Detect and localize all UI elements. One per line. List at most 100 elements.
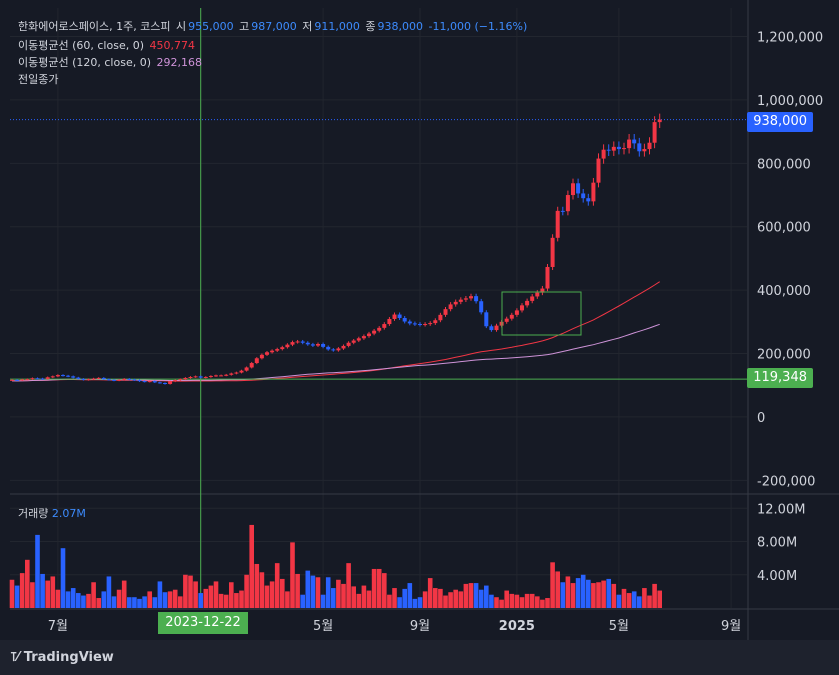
volume-bar <box>45 580 50 608</box>
volume-bar <box>621 588 627 608</box>
candle <box>581 193 586 199</box>
volume-bar <box>412 598 418 608</box>
volume-bar <box>60 548 66 608</box>
symbol-title: 한화에어로스페이스, 1주, 코스피 <box>18 20 171 33</box>
price-tick-label: 800,000 <box>757 157 811 172</box>
volume-bar <box>269 581 275 608</box>
candle <box>647 142 652 150</box>
volume-bar <box>448 592 453 608</box>
volume-bar <box>387 594 392 608</box>
candle <box>259 354 264 359</box>
volume-bar <box>560 582 566 608</box>
prev-close-name: 전일종가 <box>18 73 59 86</box>
highlight-box <box>501 291 582 336</box>
candle <box>474 296 479 302</box>
ma120-legend[interactable]: 이동평균선 (120, close, 0) 292,168 <box>18 54 204 70</box>
candle <box>377 327 382 331</box>
candle <box>106 379 111 381</box>
volume-bar <box>642 588 647 608</box>
volume-bar <box>111 596 117 608</box>
volume-bar <box>19 573 25 608</box>
candle <box>586 198 591 202</box>
candle <box>601 149 606 159</box>
volume-bar <box>65 591 71 608</box>
candle <box>81 378 86 380</box>
candle <box>560 210 565 212</box>
volume-bar <box>550 562 555 608</box>
candle <box>565 195 570 212</box>
candle <box>438 314 443 321</box>
candle <box>387 318 392 325</box>
candle <box>372 330 377 334</box>
volume-bar <box>285 591 290 608</box>
candle <box>173 380 178 382</box>
candle <box>15 379 20 381</box>
ma60-line <box>11 281 660 382</box>
candle <box>178 379 183 381</box>
candle <box>117 379 122 381</box>
candle <box>55 375 60 377</box>
volume-bar <box>198 593 203 608</box>
candle <box>336 348 341 351</box>
volume-bar <box>76 593 81 608</box>
volume-bar <box>580 574 586 608</box>
candle <box>463 298 468 300</box>
volume-bar <box>422 591 428 608</box>
volume-bar <box>427 578 433 608</box>
volume-bar <box>40 573 45 608</box>
volume-bar <box>555 571 560 608</box>
volume-tick-label: 12.00M <box>757 502 805 517</box>
price-tick-label: 600,000 <box>757 221 811 236</box>
candle <box>616 146 621 150</box>
volume-bar <box>499 599 504 608</box>
candle <box>530 296 535 301</box>
candle <box>555 210 560 238</box>
prev-close-legend[interactable]: 전일종가 <box>18 71 60 87</box>
ma120-line <box>11 323 660 382</box>
candle <box>346 342 351 346</box>
volume-bar <box>50 576 56 608</box>
candle <box>142 381 147 383</box>
volume-bar <box>142 596 147 608</box>
volume-bar <box>438 588 443 608</box>
candle <box>168 381 173 384</box>
tradingview-logo[interactable]: ⊺⁄ TradingView <box>10 650 114 665</box>
chart[interactable]: 1,200,000 1,000,000 800,000 600,000 400,000 2… <box>0 0 839 640</box>
candle <box>147 381 152 383</box>
candle <box>86 379 91 381</box>
brand-name: TradingView <box>23 650 114 665</box>
volume-bar <box>397 597 402 608</box>
candle <box>351 340 356 343</box>
volume-bar <box>351 586 356 608</box>
volume-bar <box>81 595 86 608</box>
volume-bar <box>259 572 265 608</box>
ma60-legend[interactable]: 이동평균선 (60, close, 0) 450,774 <box>18 37 197 53</box>
volume-bar <box>463 583 469 608</box>
low-label: 저 <box>302 20 313 33</box>
candle <box>520 305 524 311</box>
candle <box>361 336 366 339</box>
prev-close-tag: 119,348 <box>747 368 813 388</box>
candle <box>402 318 407 322</box>
volume-bar <box>478 589 484 608</box>
volume-bar <box>331 588 336 608</box>
volume-bar <box>631 591 637 608</box>
candle <box>50 376 55 378</box>
time-tick-label: 5월 <box>609 619 629 634</box>
ma120-name: 이동평균선 (120, close, 0) <box>18 56 151 69</box>
volume-bar <box>106 576 112 608</box>
price-tick-label: 400,000 <box>757 284 811 299</box>
volume-bar <box>382 573 387 608</box>
candle <box>285 344 290 348</box>
volume-bar <box>535 596 540 608</box>
candle <box>392 314 397 319</box>
candle <box>152 381 157 383</box>
candle <box>514 310 519 315</box>
volume-bar <box>586 579 591 608</box>
candle <box>96 377 101 379</box>
candle <box>45 377 50 379</box>
volume-legend[interactable]: 거래량 2.07M <box>18 505 86 521</box>
candle <box>305 342 310 345</box>
volume-bar <box>208 585 214 608</box>
volume-bar <box>178 596 183 608</box>
